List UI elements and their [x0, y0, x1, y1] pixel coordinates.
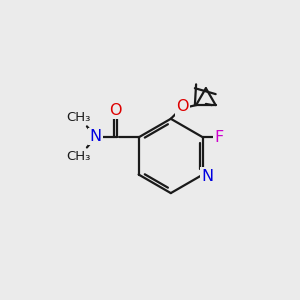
- Text: CH₃: CH₃: [67, 150, 91, 163]
- Text: O: O: [110, 103, 122, 118]
- Text: CH₃: CH₃: [67, 111, 91, 124]
- Text: N: N: [201, 169, 214, 184]
- Text: F: F: [214, 130, 224, 145]
- Text: O: O: [176, 99, 189, 114]
- Text: N: N: [89, 129, 101, 144]
